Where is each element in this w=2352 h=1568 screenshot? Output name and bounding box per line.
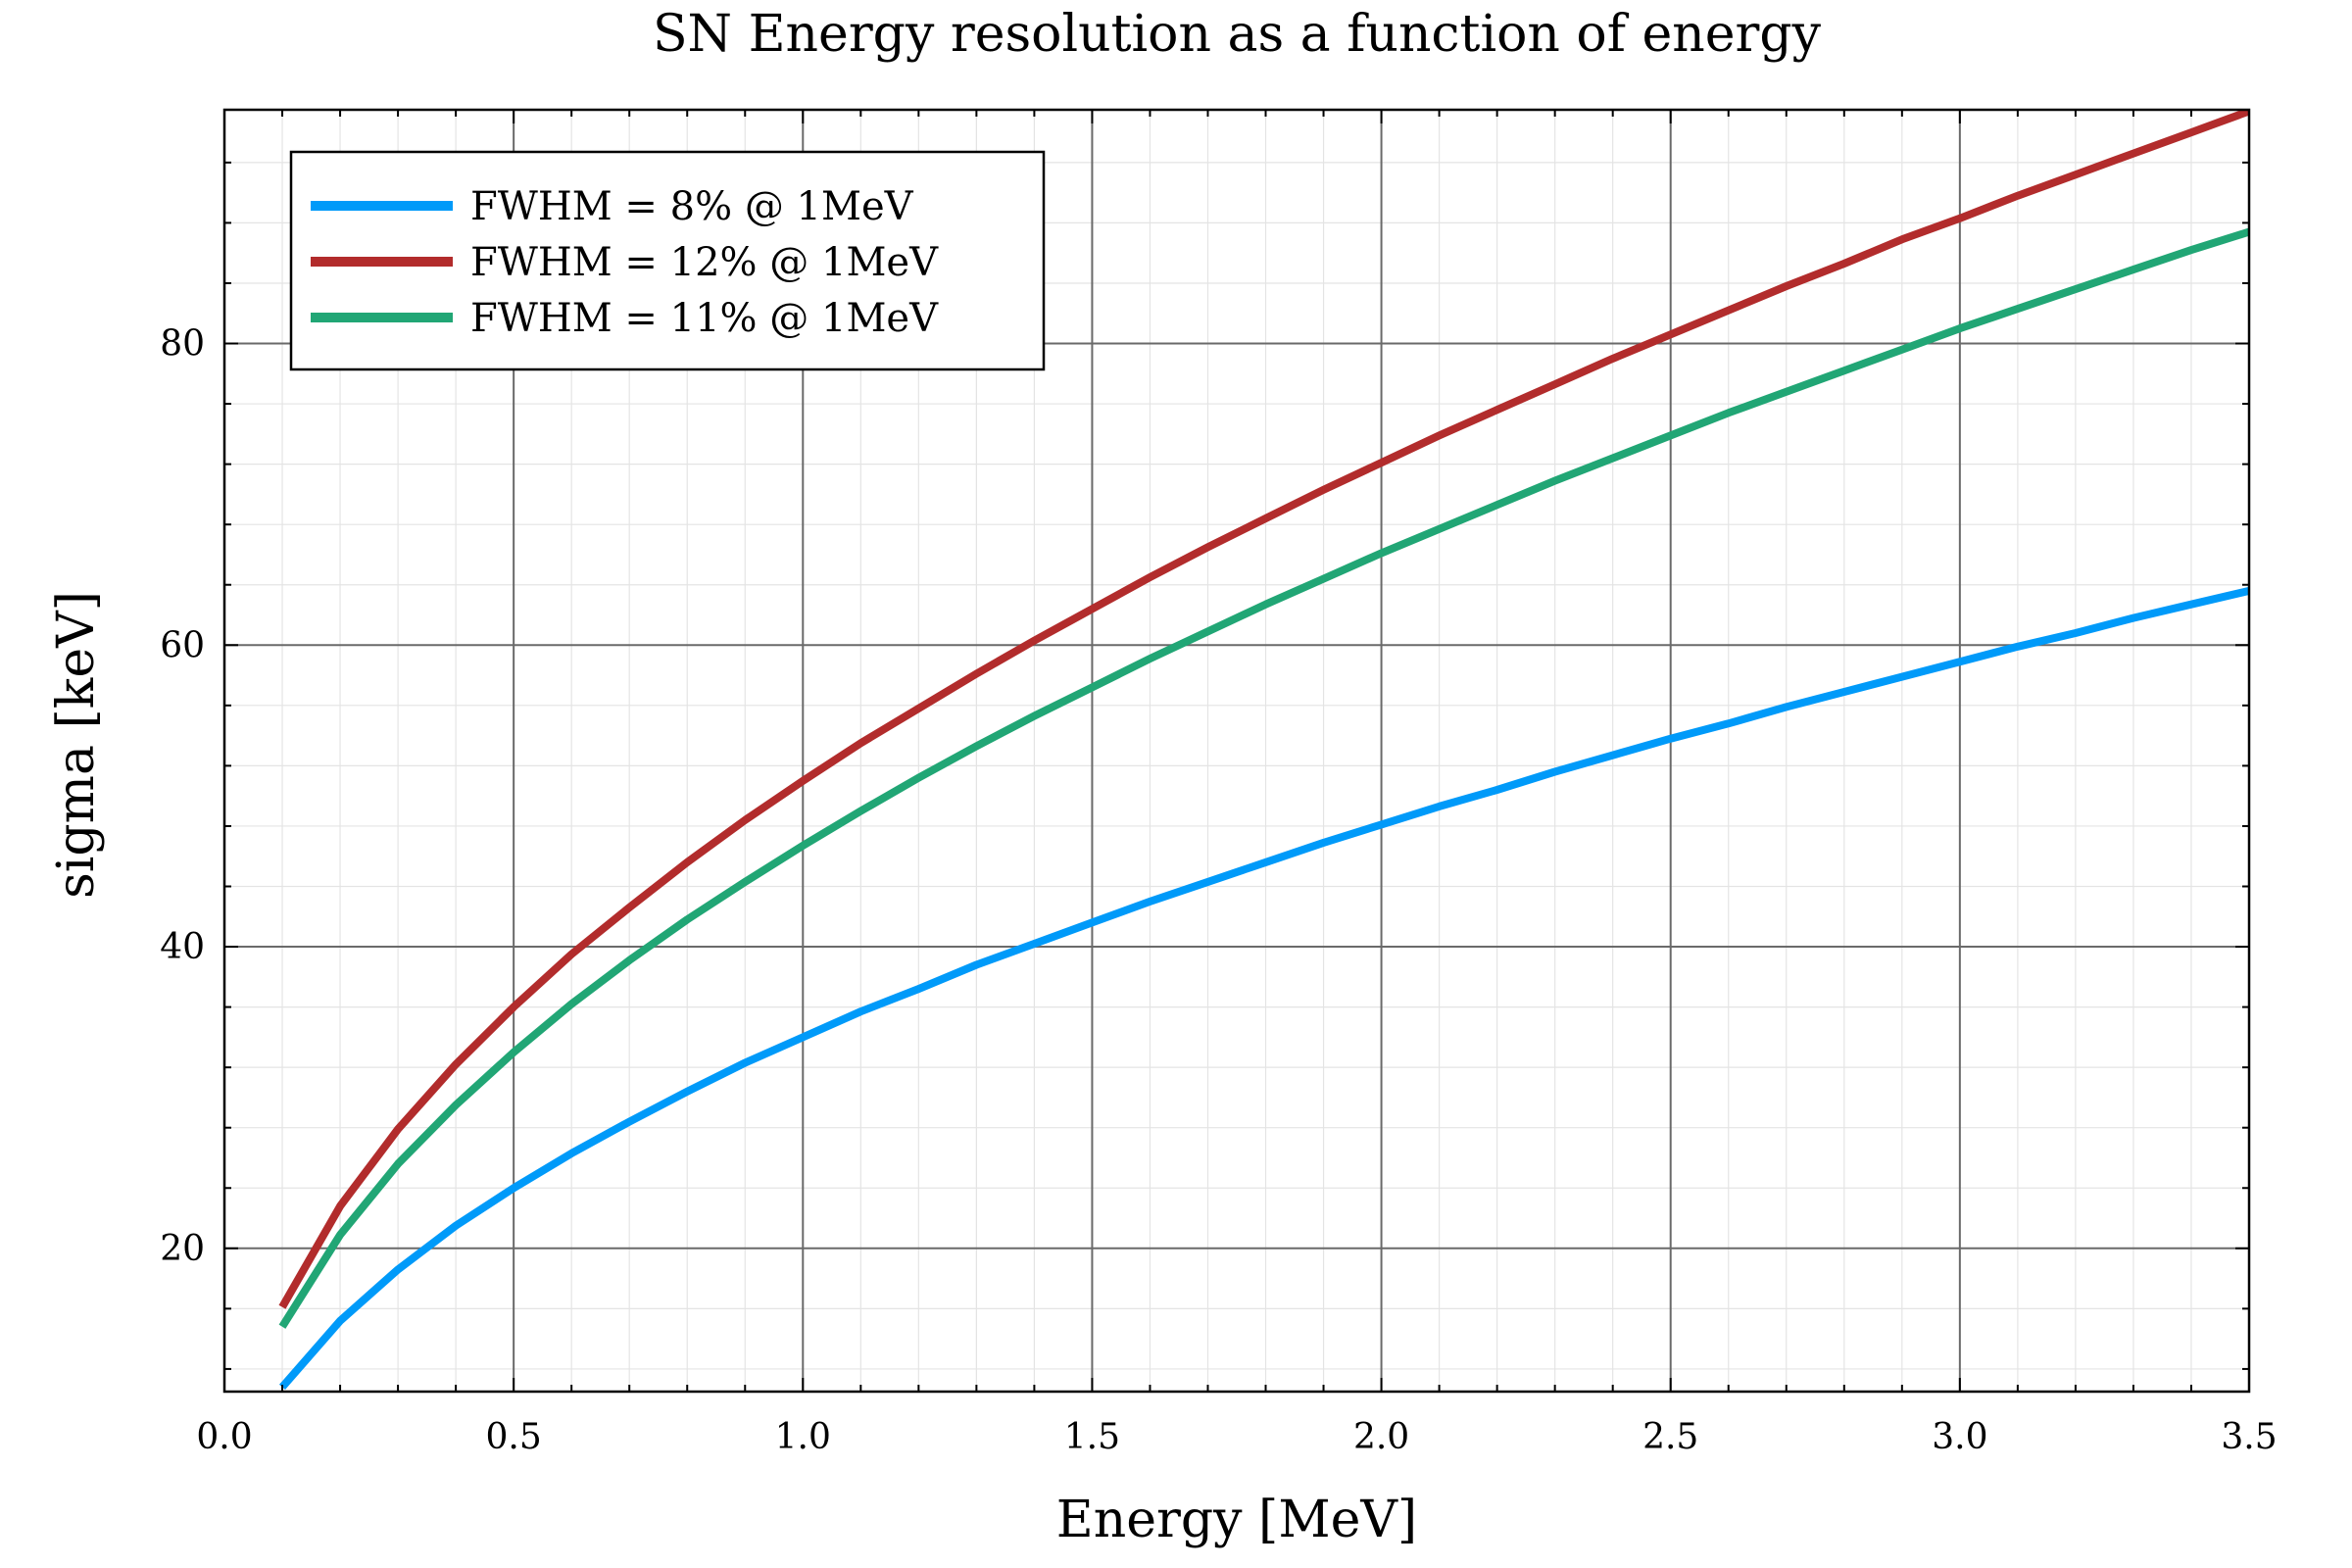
legend-label-2: FWHM = 11% @ 1MeV xyxy=(470,296,939,341)
y-tick-label: 40 xyxy=(160,927,205,967)
x-tick-label: 0.0 xyxy=(196,1417,252,1457)
axis-ticks xyxy=(223,110,2250,1392)
y-axis-title: sigma [keV] xyxy=(47,591,106,899)
legend: FWHM = 8% @ 1MeV FWHM = 12% @ 1MeV FWHM = … xyxy=(289,150,1046,371)
chart-title: SN Energy resolution as a function of en… xyxy=(653,5,1822,64)
series-line-1 xyxy=(278,110,2249,1309)
x-tick-label: 3.5 xyxy=(2221,1417,2277,1457)
x-tick-labels: 0.0 0.5 1.0 1.5 2.0 2.5 3.0 3.5 xyxy=(196,1417,2277,1457)
x-axis-title: Energy [MeV] xyxy=(1056,1491,1417,1549)
y-tick-label: 80 xyxy=(160,324,205,365)
series-layer xyxy=(278,110,2249,1391)
x-tick-label: 3.0 xyxy=(1932,1417,1987,1457)
y-tick-label: 60 xyxy=(160,625,205,665)
y-tick-labels: 20 40 60 80 xyxy=(160,324,205,1269)
y-tick-label: 20 xyxy=(160,1229,205,1269)
series-line-0 xyxy=(278,587,2249,1391)
series-line-2 xyxy=(278,227,2249,1329)
plot-frame xyxy=(222,108,2251,1394)
x-tick-label: 1.5 xyxy=(1064,1417,1120,1457)
x-tick-label: 1.0 xyxy=(775,1417,831,1457)
x-tick-label: 0.5 xyxy=(486,1417,542,1457)
legend-label-0: FWHM = 8% @ 1MeV xyxy=(470,184,914,229)
x-tick-label: 2.5 xyxy=(1642,1417,1698,1457)
legend-label-1: FWHM = 12% @ 1MeV xyxy=(470,240,939,285)
x-tick-label: 2.0 xyxy=(1353,1417,1409,1457)
